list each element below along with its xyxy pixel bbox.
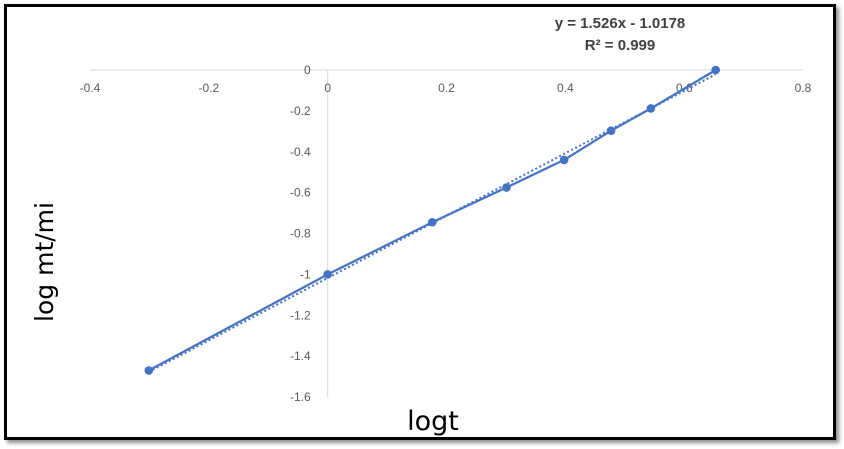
x-tick-label: -0.2 [198, 81, 219, 95]
series-line [148, 69, 717, 372]
chart-frame [4, 4, 836, 440]
y-tick-label: -0.6 [290, 186, 311, 200]
x-tick-label: 0.8 [795, 81, 812, 95]
axes [90, 69, 803, 397]
data-series [144, 65, 720, 375]
data-point [427, 217, 437, 227]
x-tick-label: 0 [324, 81, 331, 95]
data-point [559, 155, 569, 165]
y-tick-label: 0 [304, 63, 311, 77]
y-tick-label: -1 [300, 267, 311, 281]
data-point [711, 65, 720, 75]
x-axis-title: logt [407, 406, 459, 437]
y-tick-label: -1.6 [290, 390, 311, 404]
data-point [502, 183, 511, 192]
y-tick-label: -0.4 [290, 145, 311, 159]
x-tick-label: 0.4 [557, 81, 574, 95]
x-tick-label: -0.4 [80, 81, 101, 95]
y-tick-label: -0.8 [290, 227, 311, 241]
data-point [646, 104, 656, 113]
y-tick-label: -1.2 [290, 308, 311, 322]
data-point [323, 270, 332, 279]
y-tick-label: -1.4 [290, 349, 311, 363]
x-tick-labels: -0.4 -0.2 0 0.2 0.4 0.6 0.8 [80, 81, 812, 95]
trendline-equation: y = 1.526x - 1.0178 [555, 15, 686, 32]
trendline-r2: R² = 0.999 [585, 37, 655, 54]
data-point [606, 126, 616, 135]
y-tick-labels: 0 -0.2 -0.4 -0.6 -0.8 -1 -1.2 -1.4 -1.6 [290, 63, 311, 404]
x-tick-label: 0.2 [438, 81, 455, 95]
data-point [144, 366, 154, 375]
y-tick-label: -0.2 [290, 104, 311, 118]
y-axis-title: log mt/mi [30, 202, 59, 322]
